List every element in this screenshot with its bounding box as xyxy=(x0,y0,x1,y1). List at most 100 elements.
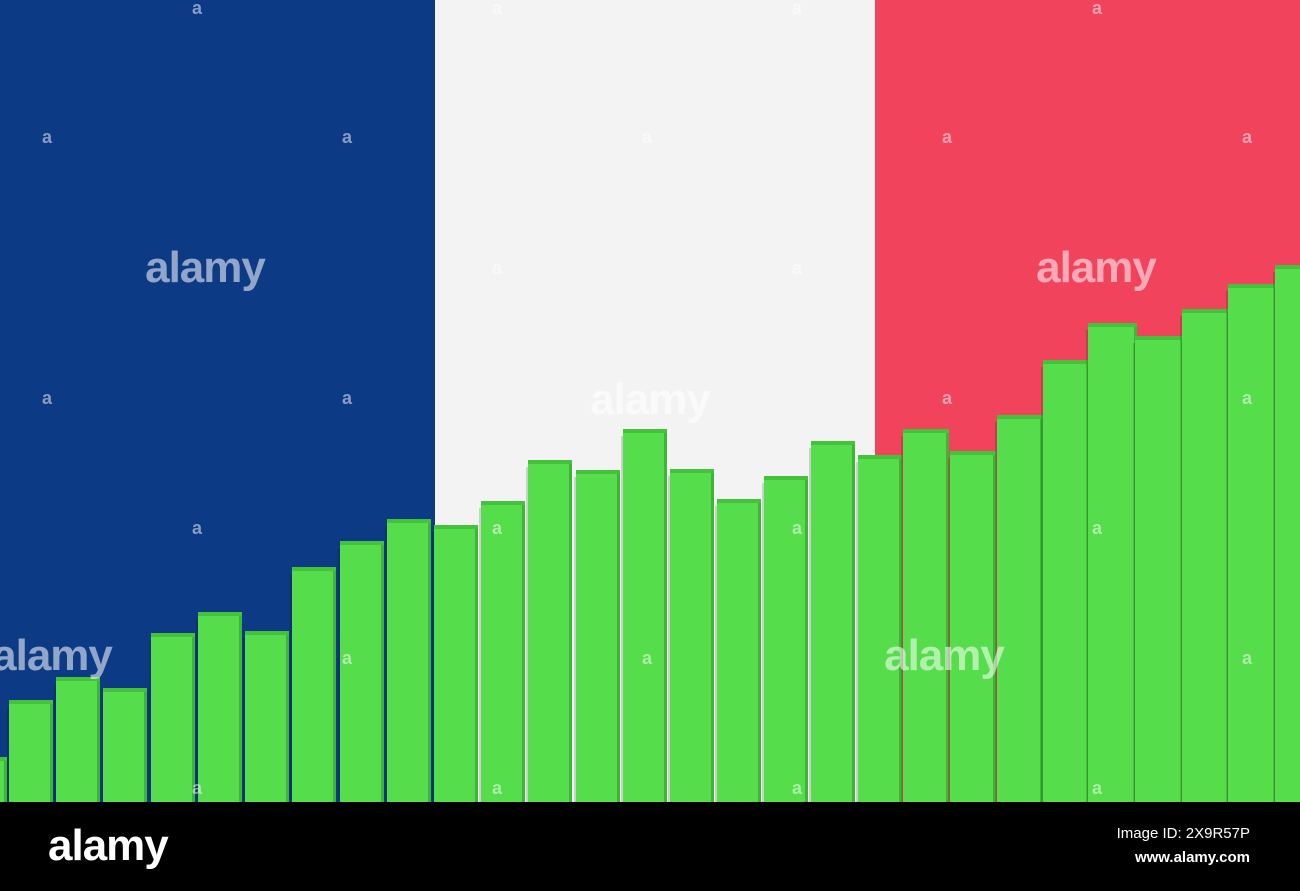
bar-top xyxy=(1275,265,1300,269)
site-url: www.alamy.com xyxy=(1134,849,1250,866)
bar-side xyxy=(899,458,902,802)
footer-bar xyxy=(0,802,1300,891)
bar-side xyxy=(97,680,100,802)
bar xyxy=(858,458,902,802)
bar-group xyxy=(0,265,1300,806)
bar-top xyxy=(623,429,667,433)
bar-top xyxy=(0,757,7,761)
bar-side xyxy=(475,528,478,802)
bar xyxy=(950,454,996,802)
bar-side xyxy=(1040,418,1043,802)
bar-top xyxy=(1182,309,1230,313)
bar-side xyxy=(805,479,808,802)
bar xyxy=(903,432,949,802)
watermark-mark: a xyxy=(942,127,953,147)
bar xyxy=(387,522,431,802)
bar-top xyxy=(1043,360,1090,364)
bar xyxy=(997,418,1043,802)
bar-top xyxy=(1228,284,1277,288)
watermark: alamy xyxy=(884,631,1005,680)
bar-top xyxy=(9,700,53,704)
bar-top xyxy=(1088,323,1137,327)
bar-top xyxy=(670,469,714,473)
watermark-group: alamy alamy alamy alamy alamy a a a a a a a a a a a a a a a… xyxy=(0,0,1253,798)
bar-side xyxy=(239,615,242,802)
bar-shadow xyxy=(7,707,10,806)
watermark-mark: a xyxy=(1242,388,1253,408)
bar-side xyxy=(286,634,289,802)
bar-shadow xyxy=(243,638,246,806)
watermark-mark: a xyxy=(192,518,203,538)
bar xyxy=(1088,326,1137,802)
bar-side xyxy=(333,570,336,802)
watermark-mark: a xyxy=(42,388,53,408)
bar-top xyxy=(103,688,147,692)
bar-top xyxy=(997,415,1043,419)
bar-top xyxy=(858,455,902,459)
watermark-mark: a xyxy=(792,258,803,278)
watermark-mark: a xyxy=(342,127,353,147)
bar-shadow xyxy=(715,506,718,806)
bar-shadow xyxy=(948,458,951,806)
bar-top xyxy=(245,631,289,635)
watermark-mark: a xyxy=(1242,127,1253,147)
bar xyxy=(481,504,525,802)
bar xyxy=(103,691,147,802)
bar-top xyxy=(528,460,572,464)
bar-shadow xyxy=(1041,367,1044,806)
watermark-mark: a xyxy=(792,778,803,798)
bar-top xyxy=(387,519,431,523)
watermark-mark: a xyxy=(1092,0,1103,18)
bar-side xyxy=(428,522,431,802)
bar-side xyxy=(381,544,384,802)
bar-top xyxy=(340,541,384,545)
watermark-mark: a xyxy=(42,127,53,147)
bar-top xyxy=(811,441,855,445)
image-id: Image ID: 2X9R57P xyxy=(1117,825,1250,842)
bar xyxy=(1228,287,1277,802)
bar-top xyxy=(292,567,336,571)
bar xyxy=(623,432,667,802)
bar-shadow xyxy=(1273,272,1276,806)
bar xyxy=(717,502,761,802)
bar-side xyxy=(192,636,195,802)
bar-shadow xyxy=(1133,343,1136,806)
bar-shadow xyxy=(526,467,529,806)
watermark-mark: a xyxy=(1092,778,1103,798)
bar-shadow xyxy=(1086,330,1089,806)
bar xyxy=(9,703,53,802)
footer-logo: alamy xyxy=(48,821,169,870)
watermark-mark: a xyxy=(492,518,503,538)
bar-side xyxy=(50,703,53,802)
watermark-mark: a xyxy=(1092,518,1103,538)
bar xyxy=(1043,363,1090,802)
watermark-mark: a xyxy=(492,0,503,18)
bar-top xyxy=(950,451,996,455)
bar-shadow xyxy=(995,422,998,806)
bar xyxy=(198,615,242,802)
bar-side xyxy=(522,504,525,802)
watermark-mark: a xyxy=(192,0,203,18)
bar-shadow xyxy=(809,448,812,806)
bar xyxy=(340,544,384,802)
bar-top xyxy=(717,499,761,503)
bar-side xyxy=(946,432,949,802)
bar-side xyxy=(711,472,714,802)
bar-side xyxy=(758,502,761,802)
bar-side xyxy=(144,691,147,802)
bar-top xyxy=(481,501,525,505)
bar-side xyxy=(852,444,855,802)
watermark-mark: a xyxy=(642,127,653,147)
bar xyxy=(292,570,336,802)
bar-shadow xyxy=(1226,291,1229,806)
bar xyxy=(576,473,620,802)
bar-top xyxy=(151,633,195,637)
bar-top xyxy=(764,476,808,480)
bar-shadow xyxy=(479,508,482,806)
bar-shadow xyxy=(149,640,152,806)
watermark: alamy xyxy=(590,375,711,424)
bar-shadow xyxy=(621,436,624,806)
bar xyxy=(245,634,289,802)
bar-top xyxy=(903,429,949,433)
bar-top xyxy=(434,525,478,529)
